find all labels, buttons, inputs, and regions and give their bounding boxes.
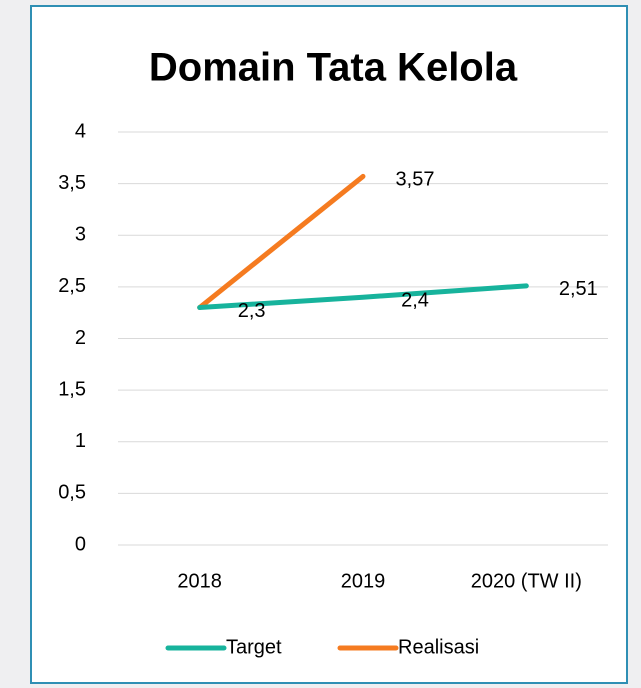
- chart-frame: [30, 5, 628, 684]
- series-line: [197, 283, 529, 311]
- data-label: 2,3: [238, 300, 266, 322]
- x-tick-label: 2019: [341, 570, 386, 592]
- data-label: 2,4: [401, 289, 429, 311]
- y-tick-label: 0,5: [58, 482, 86, 504]
- x-tick-label: 2020 (TW II): [471, 570, 582, 592]
- y-tick-label: 2,5: [58, 275, 86, 297]
- legend-label: Realisasi: [398, 636, 479, 658]
- series-line: [197, 173, 366, 311]
- chart-title: Domain Tata Kelola: [149, 46, 518, 90]
- y-tick-label: 3: [75, 224, 86, 246]
- data-label: 3,57: [396, 169, 435, 191]
- x-tick-label: 2018: [177, 570, 222, 592]
- y-tick-label: 1: [75, 430, 86, 452]
- data-label: 2,51: [559, 278, 598, 300]
- y-tick-label: 4: [75, 120, 86, 142]
- y-tick-label: 3,5: [58, 172, 86, 194]
- legend-label: Target: [226, 636, 282, 658]
- y-tick-label: 0: [75, 533, 86, 555]
- y-tick-label: 1,5: [58, 378, 86, 400]
- y-tick-label: 2: [75, 327, 86, 349]
